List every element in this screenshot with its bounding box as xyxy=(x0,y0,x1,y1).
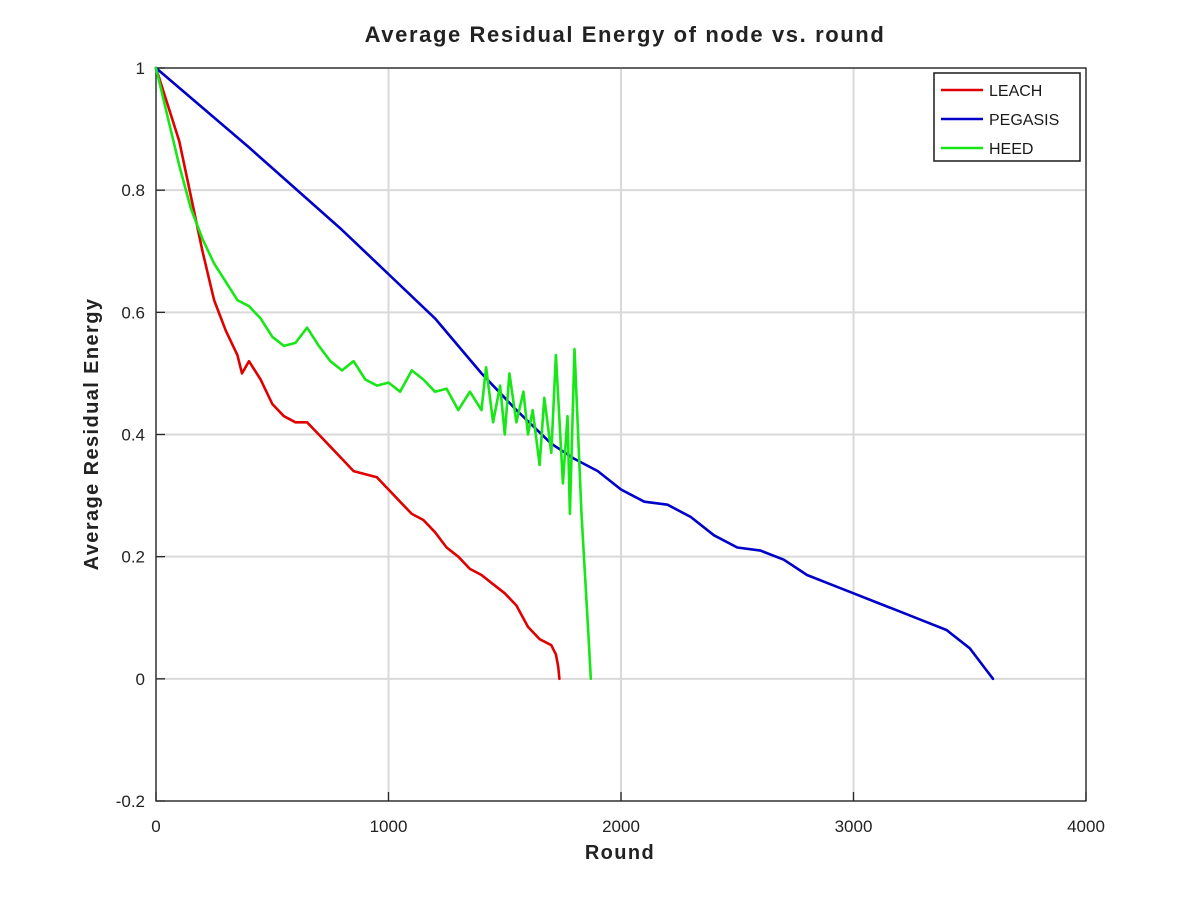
x-tick-label: 4000 xyxy=(1067,817,1105,836)
chart-title: Average Residual Energy of node vs. roun… xyxy=(365,22,886,47)
x-axis-label: Round xyxy=(585,842,655,864)
grid-lines xyxy=(155,67,1087,802)
series-line-leach xyxy=(154,66,561,681)
legend-label-pegasis: PEGASIS xyxy=(989,112,1059,129)
y-tick-label: 0.6 xyxy=(121,303,145,322)
y-axis-label: Average Residual Energy xyxy=(81,298,103,571)
y-tick-label: -0.2 xyxy=(116,792,145,811)
x-tick-label: 1000 xyxy=(370,817,408,836)
y-tick-label: 0.8 xyxy=(121,181,145,200)
legend-box xyxy=(933,72,1081,162)
legend-label-heed: HEED xyxy=(989,141,1033,158)
x-tick-label: 3000 xyxy=(835,817,873,836)
y-axis-ticks: -0.2 0 0.2 0.4 0.6 0.8 1 xyxy=(116,59,145,811)
series-line-heed xyxy=(154,66,593,681)
x-axis-ticks: 0 1000 2000 3000 4000 xyxy=(151,817,1105,836)
legend-label-leach: LEACH xyxy=(989,83,1042,100)
series-line-pegasis xyxy=(154,66,995,681)
y-tick-label: 1 xyxy=(136,59,145,78)
y-tick-label: 0.2 xyxy=(121,548,145,567)
x-tick-label: 0 xyxy=(151,817,160,836)
y-tick-label: 0 xyxy=(136,670,145,689)
y-tick-label: 0.4 xyxy=(121,426,145,445)
x-tick-label: 2000 xyxy=(602,817,640,836)
legend: LEACH PEGASIS HEED xyxy=(933,72,1081,162)
series-lines xyxy=(154,66,995,681)
